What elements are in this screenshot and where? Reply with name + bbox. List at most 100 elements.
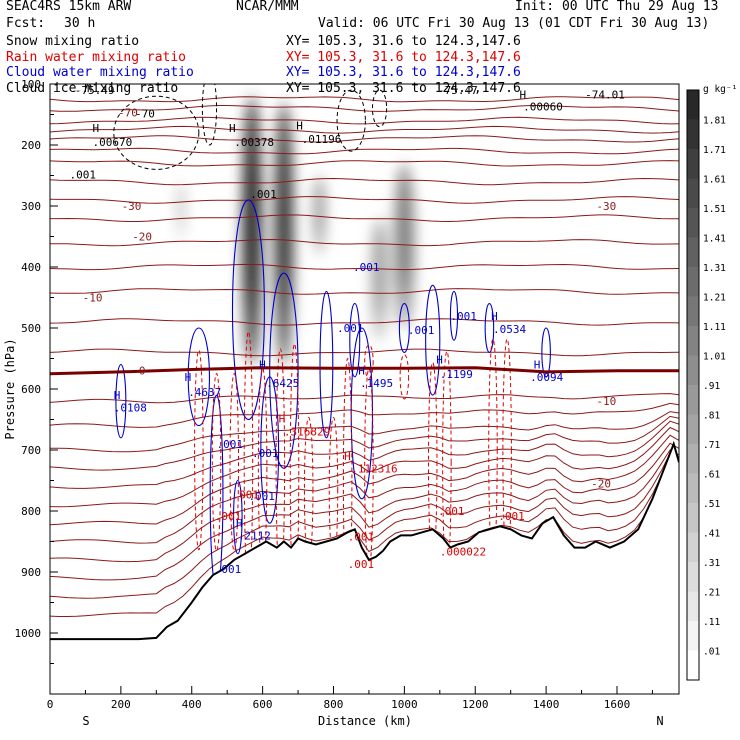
- theta-line-26: [50, 452, 679, 617]
- ice-label-7: .01196: [302, 133, 342, 146]
- cloud-water-contour-8: [425, 284, 441, 396]
- colorbar-segment-11: [687, 414, 699, 444]
- ice-label-11: H: [520, 88, 527, 101]
- ice-label-6: H: [296, 119, 303, 132]
- terrain-profile: [50, 440, 679, 694]
- cloud-water-label-2: .001: [408, 324, 435, 337]
- rain-contour-13: [488, 338, 498, 562]
- colorbar-segment-13: [687, 473, 699, 503]
- forecast-label: Fcst:: [6, 16, 46, 31]
- y-tick-label-200: 200: [21, 139, 41, 152]
- colorbar-segment-7: [687, 296, 699, 326]
- y-tick-label-400: 400: [21, 261, 41, 274]
- rain-label-8: .001: [498, 510, 525, 523]
- colorbar-segment-12: [687, 444, 699, 474]
- x-tick-label-600: 600: [253, 698, 273, 711]
- x-tick-label-1000: 1000: [391, 698, 418, 711]
- theta-line-2: [50, 116, 679, 125]
- colorbar-segment-2: [687, 149, 699, 179]
- axes: 100 200 300 400 500 600 700 800 900 1000 0 200 400 60…: [3, 78, 664, 728]
- theta-line-25: [50, 452, 679, 599]
- ice-contour-2: [336, 89, 366, 152]
- x-axis-title: Distance (km): [318, 714, 412, 728]
- cloud-water-label-20: .001: [248, 490, 275, 503]
- ice-contour-1: [201, 84, 218, 146]
- field-snow-xy: XY= 105.3, 31.6 to 124.3,147.6: [286, 34, 521, 49]
- colorbar-segment-3: [687, 178, 699, 208]
- cloud-water-label-0: .001: [353, 261, 380, 274]
- rain-contour-15: [399, 354, 410, 400]
- colorbar-label-11: 1.11: [703, 322, 726, 333]
- theta-line-18: [50, 415, 679, 471]
- ice-label-1: -70: [135, 107, 155, 120]
- plot-area: [50, 84, 679, 694]
- field-cloud-water-xy: XY= 105.3, 31.6 to 124.3,147.6: [286, 65, 521, 80]
- freezing-level: [50, 366, 679, 376]
- rain-contour-14: [502, 338, 512, 562]
- isotherm-label-1: -30: [122, 200, 142, 213]
- cloud-water-label-14: H: [358, 365, 365, 378]
- rain-contour-1: [211, 372, 222, 552]
- y-tick-label-600: 600: [21, 383, 41, 396]
- rain-label-9: .000022: [440, 545, 486, 558]
- colorbar-segment-1: [687, 119, 699, 149]
- y-tick-label-100: 100: [21, 78, 41, 91]
- theta-line-11: [50, 263, 679, 271]
- isotherm-label-4: 0: [139, 365, 146, 378]
- colorbar-label-10: 1.01: [703, 352, 726, 363]
- rain-contour-16: [364, 344, 374, 379]
- cloud-water-label-11: .0108: [114, 401, 147, 414]
- x-tick-label-0: 0: [47, 698, 54, 711]
- theta-line-12: [50, 288, 679, 295]
- x-tick-label-1600: 1600: [604, 698, 631, 711]
- cloud-water-label-18: .001: [217, 438, 244, 451]
- field-cloud-water-name: Cloud water mixing ratio: [6, 65, 194, 80]
- field-rain-xy: XY= 105.3, 31.6 to 124.3,147.6: [286, 50, 521, 65]
- cloud-water-label-22: .2112: [238, 529, 271, 542]
- forecast-hours: 30 h: [64, 16, 96, 31]
- isotherm-label-3: -10: [83, 292, 103, 305]
- colorbar-label-7: .71: [703, 440, 720, 451]
- cloud-water-contour-9: [449, 290, 459, 341]
- isotherm-label-2: -20: [132, 231, 152, 244]
- cloud-water-contour-14: [233, 479, 243, 555]
- colorbar-label-8: .81: [703, 411, 720, 422]
- cloud-water-label-5: .0534: [493, 323, 526, 336]
- north-label: N: [656, 714, 663, 728]
- x-tick-label-800: 800: [324, 698, 344, 711]
- rain-label-6: .001: [348, 531, 375, 544]
- cloud-water-label-3: .001: [450, 310, 477, 323]
- cloud-water-contour-5: [349, 303, 361, 378]
- field-rain-name: Rain water mixing ratio: [6, 50, 187, 65]
- isotherm-label-7: -30: [596, 200, 616, 213]
- ice-label-8: .001: [250, 188, 277, 201]
- snow-core-5: [178, 182, 185, 230]
- theta-line-21: [50, 434, 679, 526]
- y-tick-label-1000: 1000: [15, 627, 42, 640]
- rain-label-3: .112316: [351, 462, 397, 475]
- colorbar-segment-9: [687, 355, 699, 385]
- rain-label-0: H: [279, 412, 286, 425]
- snow-core-4: [398, 165, 411, 293]
- y-tick-label-800: 800: [21, 505, 41, 518]
- x-tick-label-400: 400: [182, 698, 202, 711]
- snow-core-2: [315, 176, 323, 238]
- valid-time: Valid: 06 UTC Fri 30 Aug 13 (01 CDT Fri …: [318, 16, 710, 31]
- colorbar: .01 .11 .21 .31 .41 .51 .61 .71 .81 .91 1.01 1.11 1.…: [686, 84, 737, 681]
- colorbar-segment-5: [687, 237, 699, 267]
- colorbar-label-4: .41: [703, 529, 720, 540]
- cloud-water-label-13: .6425: [266, 377, 299, 390]
- theta-line-6: [50, 160, 679, 167]
- cloud-water-label-9: .4637: [188, 386, 221, 399]
- init-time: Init: 00 UTC Thu 29 Aug 13: [515, 0, 719, 14]
- y-tick-label-500: 500: [21, 322, 41, 335]
- colorbar-label-13: 1.31: [703, 263, 726, 274]
- colorbar-label-14: 1.41: [703, 234, 726, 245]
- cloud-water-label-8: H: [185, 371, 192, 384]
- cloud-water-contour-1: [231, 199, 265, 421]
- theta-line-7: [50, 177, 679, 186]
- colorbar-label-6: .61: [703, 470, 720, 481]
- rain-contour-0: [194, 349, 204, 551]
- x-tick-label-1400: 1400: [533, 698, 560, 711]
